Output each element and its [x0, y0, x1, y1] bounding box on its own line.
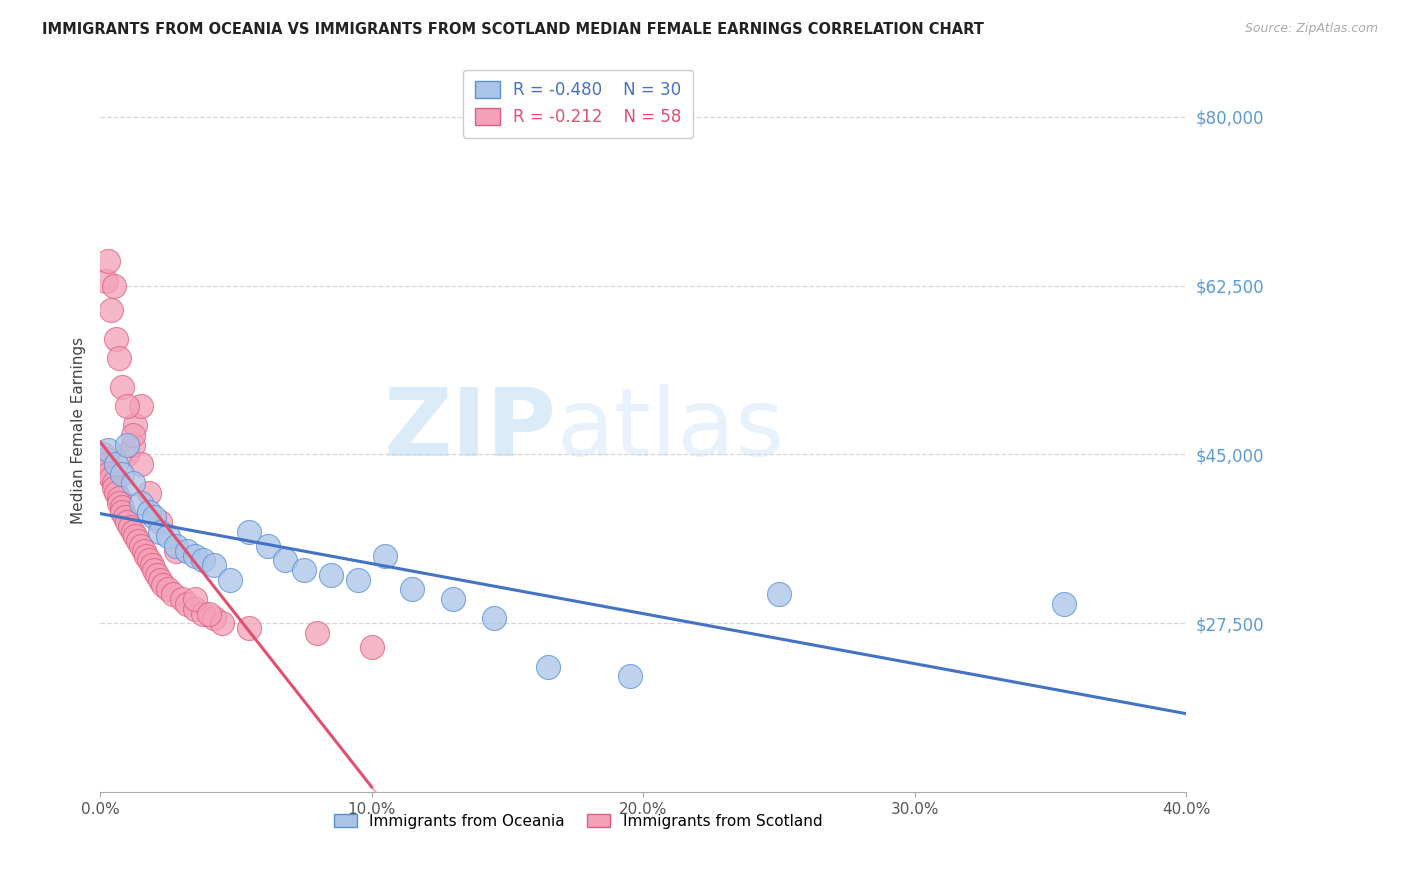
Point	[202, 558, 225, 573]
Point	[138, 486, 160, 500]
Point	[274, 553, 297, 567]
Point	[127, 534, 149, 549]
Point	[129, 457, 152, 471]
Point	[100, 471, 122, 485]
Point	[238, 621, 260, 635]
Point	[138, 553, 160, 567]
Point	[768, 587, 790, 601]
Point	[105, 457, 128, 471]
Point	[118, 519, 141, 533]
Point	[108, 351, 131, 365]
Legend: Immigrants from Oceania, Immigrants from Scotland: Immigrants from Oceania, Immigrants from…	[328, 807, 828, 835]
Point	[143, 563, 166, 577]
Point	[162, 587, 184, 601]
Point	[100, 302, 122, 317]
Point	[176, 597, 198, 611]
Point	[129, 539, 152, 553]
Point	[149, 524, 172, 539]
Point	[121, 428, 143, 442]
Point	[97, 254, 120, 268]
Point	[129, 399, 152, 413]
Point	[117, 438, 139, 452]
Point	[202, 611, 225, 625]
Point	[193, 607, 215, 621]
Point	[105, 332, 128, 346]
Point	[124, 418, 146, 433]
Point	[156, 582, 179, 597]
Point	[111, 505, 134, 519]
Point	[94, 462, 117, 476]
Point	[117, 515, 139, 529]
Point	[347, 573, 370, 587]
Point	[441, 592, 464, 607]
Point	[257, 539, 280, 553]
Text: atlas: atlas	[557, 384, 785, 476]
Point	[176, 544, 198, 558]
Point	[94, 452, 117, 467]
Point	[184, 601, 207, 615]
Point	[149, 515, 172, 529]
Point	[117, 399, 139, 413]
Point	[138, 505, 160, 519]
Point	[184, 592, 207, 607]
Point	[152, 577, 174, 591]
Point	[165, 539, 187, 553]
Point	[103, 476, 125, 491]
Point	[114, 510, 136, 524]
Point	[319, 568, 342, 582]
Point	[307, 625, 329, 640]
Text: Source: ZipAtlas.com: Source: ZipAtlas.com	[1244, 22, 1378, 36]
Point	[1053, 597, 1076, 611]
Point	[91, 447, 114, 461]
Point	[238, 524, 260, 539]
Point	[143, 510, 166, 524]
Point	[292, 563, 315, 577]
Point	[103, 278, 125, 293]
Point	[97, 467, 120, 481]
Point	[111, 380, 134, 394]
Point	[219, 573, 242, 587]
Point	[97, 457, 120, 471]
Point	[184, 549, 207, 563]
Point	[165, 544, 187, 558]
Point	[211, 616, 233, 631]
Point	[619, 669, 641, 683]
Point	[537, 659, 560, 673]
Point	[108, 495, 131, 509]
Text: ZIP: ZIP	[384, 384, 557, 476]
Point	[374, 549, 396, 563]
Point	[103, 481, 125, 495]
Point	[121, 438, 143, 452]
Y-axis label: Median Female Earnings: Median Female Earnings	[72, 336, 86, 524]
Point	[121, 476, 143, 491]
Point	[117, 447, 139, 461]
Point	[111, 467, 134, 481]
Point	[482, 611, 505, 625]
Point	[111, 500, 134, 515]
Point	[121, 524, 143, 539]
Point	[105, 486, 128, 500]
Point	[124, 529, 146, 543]
Point	[132, 544, 155, 558]
Point	[193, 553, 215, 567]
Point	[401, 582, 423, 597]
Point	[135, 549, 157, 563]
Point	[146, 568, 169, 582]
Point	[149, 573, 172, 587]
Point	[108, 491, 131, 505]
Point	[156, 529, 179, 543]
Point	[97, 442, 120, 457]
Point	[360, 640, 382, 655]
Point	[129, 495, 152, 509]
Point	[94, 274, 117, 288]
Point	[170, 592, 193, 607]
Text: IMMIGRANTS FROM OCEANIA VS IMMIGRANTS FROM SCOTLAND MEDIAN FEMALE EARNINGS CORRE: IMMIGRANTS FROM OCEANIA VS IMMIGRANTS FR…	[42, 22, 984, 37]
Point	[141, 558, 163, 573]
Point	[197, 607, 219, 621]
